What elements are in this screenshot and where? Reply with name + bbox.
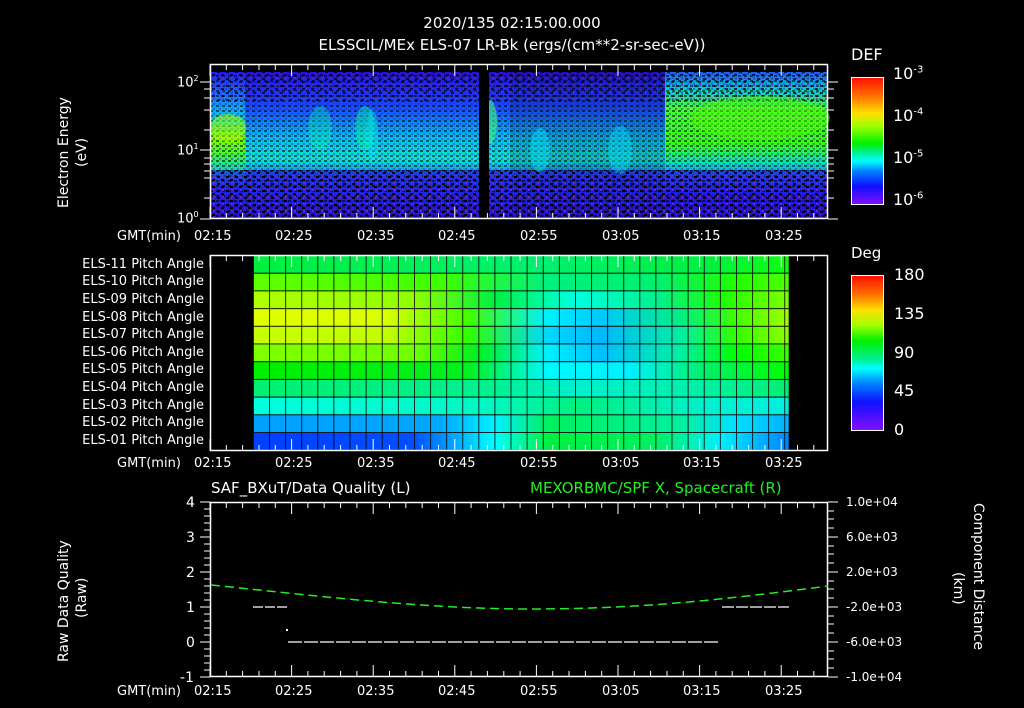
xtick: 02:15 bbox=[194, 684, 232, 699]
pitch-row-label: ELS-10 Pitch Angle bbox=[82, 274, 204, 289]
xtick: 02:35 bbox=[357, 456, 395, 471]
xaxis-label: GMT(min) bbox=[117, 684, 181, 699]
pitch-row-label: ELS-11 Pitch Angle bbox=[82, 257, 204, 272]
quality-ytick-left: 1 bbox=[186, 600, 195, 616]
spectrogram-ytick-10: 101 bbox=[177, 142, 199, 159]
xtick: 02:25 bbox=[275, 229, 313, 244]
pitch-row-label: ELS-05 Pitch Angle bbox=[82, 362, 204, 377]
xaxis-label: GMT(min) bbox=[117, 456, 181, 471]
quality-ytick-right: 1.0e+04 bbox=[846, 495, 898, 509]
quality-ytick-left: 2 bbox=[186, 565, 195, 581]
def-colorbar-tick-1e-4: 10-4 bbox=[893, 106, 924, 125]
quality-ytick-left: -1 bbox=[180, 670, 194, 686]
xtick: 03:15 bbox=[683, 229, 721, 244]
def-colorbar-tick-1e-5: 10-5 bbox=[893, 148, 924, 167]
xtick: 02:35 bbox=[357, 684, 395, 699]
xaxis-label: GMT(min) bbox=[117, 229, 181, 244]
xtick: 03:25 bbox=[765, 229, 803, 244]
deg-colorbar bbox=[851, 275, 884, 431]
pitch-row-label: ELS-03 Pitch Angle bbox=[82, 398, 204, 413]
xtick: 03:25 bbox=[765, 684, 803, 699]
xtick: 02:55 bbox=[520, 684, 558, 699]
deg-colorbar-title: Deg bbox=[851, 244, 882, 262]
xtick: 02:35 bbox=[357, 229, 395, 244]
xtick: 03:15 bbox=[683, 684, 721, 699]
xtick: 02:55 bbox=[520, 456, 558, 471]
def-colorbar bbox=[851, 77, 884, 205]
spectrogram-ytick-1: 100 bbox=[177, 210, 199, 227]
quality-ytick-right: 6.0e+03 bbox=[846, 530, 898, 544]
def-colorbar-title: DEF bbox=[851, 45, 883, 64]
quality-ytick-right: -1.0e+04 bbox=[846, 670, 903, 684]
xtick: 03:25 bbox=[765, 456, 803, 471]
deg-colorbar-tick: 180 bbox=[894, 265, 925, 284]
quality-ytick-left: 3 bbox=[186, 530, 195, 546]
quality-left-title: SAF_BXuT/Data Quality (L) bbox=[211, 479, 411, 497]
xtick: 02:15 bbox=[194, 456, 232, 471]
deg-colorbar-tick: 90 bbox=[894, 343, 915, 362]
quality-right-title: MEXORBMC/SPF X, Spacecraft (R) bbox=[530, 479, 782, 497]
xtick: 02:55 bbox=[520, 229, 558, 244]
pitch-row-label: ELS-09 Pitch Angle bbox=[82, 292, 204, 307]
quality-ytick-right: 2.0e+03 bbox=[846, 565, 898, 579]
plot-datetime: 2020/135 02:15:00.000 bbox=[423, 14, 601, 32]
quality-ytick-right: -2.0e+03 bbox=[846, 600, 903, 614]
def-colorbar-tick-1e-3: 10-3 bbox=[893, 64, 924, 83]
xtick: 02:25 bbox=[275, 684, 313, 699]
spectrogram-ytick-100: 102 bbox=[177, 74, 199, 91]
quality-ytick-left: 0 bbox=[186, 635, 195, 651]
pitch-row-label: ELS-06 Pitch Angle bbox=[82, 345, 204, 360]
xtick: 02:45 bbox=[438, 684, 476, 699]
quality-ytick-left: 4 bbox=[186, 495, 195, 511]
pitch-row-label: ELS-07 Pitch Angle bbox=[82, 327, 204, 342]
deg-colorbar-tick: 45 bbox=[894, 381, 915, 400]
pitch-row-label: ELS-08 Pitch Angle bbox=[82, 310, 204, 325]
xtick: 03:05 bbox=[602, 684, 640, 699]
def-colorbar-tick-1e-6: 10-6 bbox=[893, 190, 924, 209]
deg-colorbar-tick: 0 bbox=[894, 420, 905, 439]
pitch-row-label: ELS-02 Pitch Angle bbox=[82, 415, 204, 430]
xtick: 03:05 bbox=[602, 456, 640, 471]
xtick: 02:25 bbox=[275, 456, 313, 471]
pitch-row-label: ELS-04 Pitch Angle bbox=[82, 380, 204, 395]
xtick: 03:05 bbox=[602, 229, 640, 244]
xtick: 02:45 bbox=[438, 229, 476, 244]
quality-ytick-right: -6.0e+03 bbox=[846, 635, 903, 649]
deg-colorbar-tick: 135 bbox=[894, 304, 925, 323]
xtick: 02:15 bbox=[194, 229, 232, 244]
xtick: 02:45 bbox=[438, 456, 476, 471]
pitch-row-label: ELS-01 Pitch Angle bbox=[82, 433, 204, 448]
xtick: 03:15 bbox=[683, 456, 721, 471]
plot-subtitle: ELSSCIL/MEx ELS-07 LR-Bk (ergs/(cm**2-sr… bbox=[318, 36, 706, 54]
